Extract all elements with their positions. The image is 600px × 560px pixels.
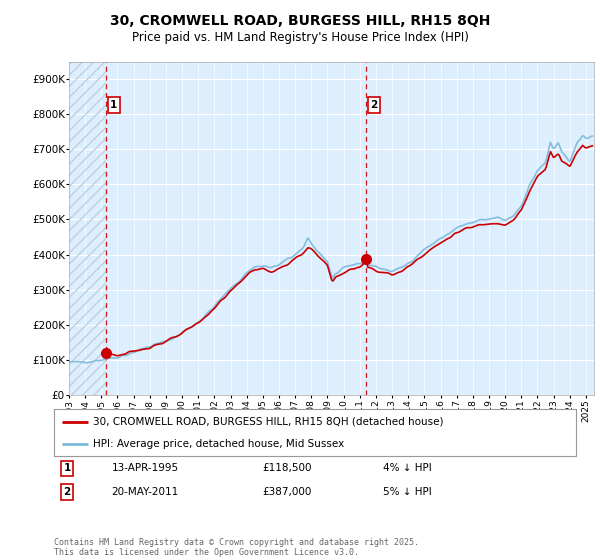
Text: 1: 1 — [110, 100, 118, 110]
Text: 30, CROMWELL ROAD, BURGESS HILL, RH15 8QH (detached house): 30, CROMWELL ROAD, BURGESS HILL, RH15 8Q… — [93, 417, 443, 427]
Text: 2: 2 — [64, 487, 71, 497]
Text: 5% ↓ HPI: 5% ↓ HPI — [383, 487, 431, 497]
Text: £118,500: £118,500 — [263, 464, 313, 473]
Text: 30, CROMWELL ROAD, BURGESS HILL, RH15 8QH: 30, CROMWELL ROAD, BURGESS HILL, RH15 8Q… — [110, 14, 490, 28]
Text: £387,000: £387,000 — [263, 487, 312, 497]
Text: 1: 1 — [64, 464, 71, 473]
Text: 2: 2 — [370, 100, 377, 110]
Text: 20-MAY-2011: 20-MAY-2011 — [112, 487, 179, 497]
Text: 13-APR-1995: 13-APR-1995 — [112, 464, 179, 473]
Text: Contains HM Land Registry data © Crown copyright and database right 2025.
This d: Contains HM Land Registry data © Crown c… — [54, 538, 419, 557]
Bar — [69, 62, 106, 395]
Text: HPI: Average price, detached house, Mid Sussex: HPI: Average price, detached house, Mid … — [93, 438, 344, 449]
Text: Price paid vs. HM Land Registry's House Price Index (HPI): Price paid vs. HM Land Registry's House … — [131, 31, 469, 44]
Text: 4% ↓ HPI: 4% ↓ HPI — [383, 464, 431, 473]
Bar — [69, 62, 106, 395]
